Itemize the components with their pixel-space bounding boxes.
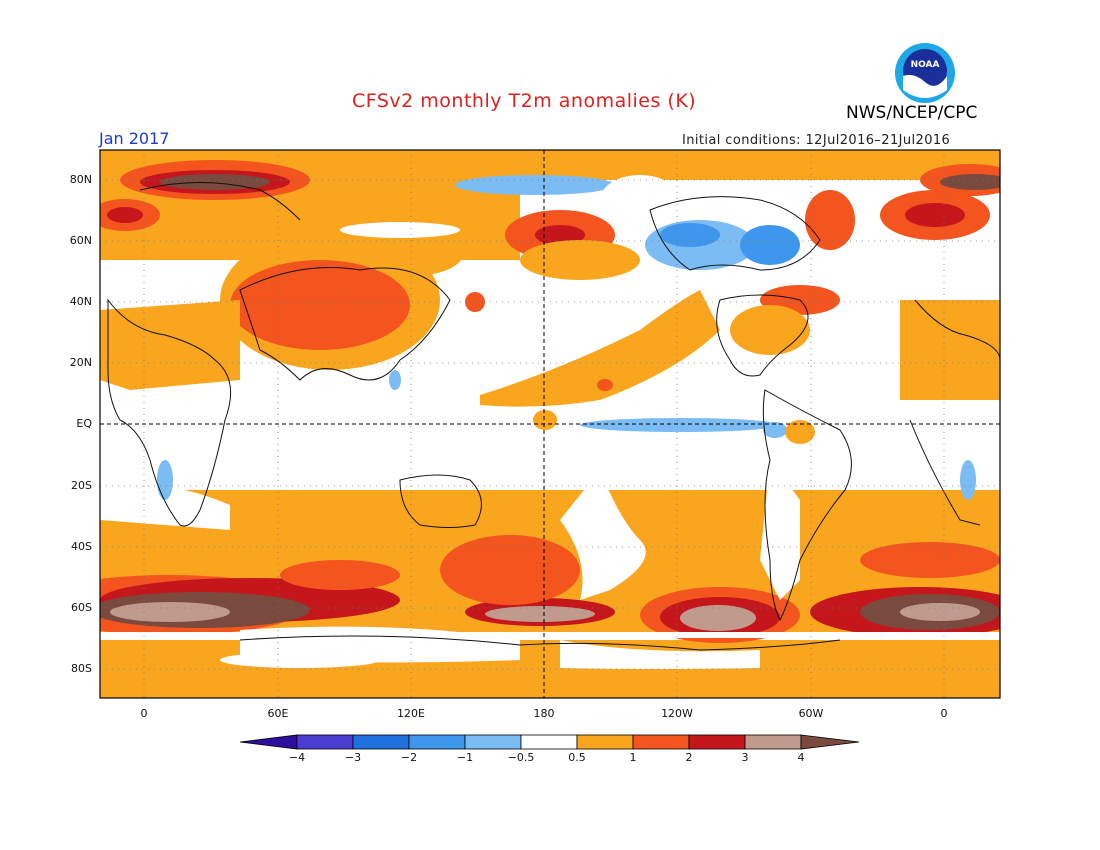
lat-label: 60N	[69, 234, 92, 247]
colorbar-swatch	[296, 734, 354, 750]
colorbar-swatch	[632, 734, 690, 750]
initial-conditions: Initial conditions: 12Jul2016–21Jul2016	[682, 133, 951, 148]
colorbar-arrow-high	[800, 734, 860, 750]
chart-title: CFSv2 monthly T2m anomalies (K)	[352, 90, 697, 112]
colorbar-label: 4	[797, 751, 805, 764]
coastlines	[107, 182, 1000, 651]
colorbar-label: 0.5	[568, 751, 586, 764]
colorbar-label: −3	[344, 751, 362, 764]
colorbar-label: 3	[741, 751, 749, 764]
colorbar-label: −0.5	[507, 751, 535, 764]
colorbar-label: −2	[400, 751, 418, 764]
colorbar-label: −4	[288, 751, 306, 764]
colorbar-swatch	[688, 734, 746, 750]
lat-label: 20N	[69, 356, 92, 369]
lon-label: 180	[533, 707, 555, 720]
colorbar-label: 2	[685, 751, 693, 764]
colorbar-label: −1	[456, 751, 474, 764]
logo-text: NOAA	[911, 60, 940, 70]
lat-label: EQ	[76, 417, 92, 430]
lat-label: 80N	[69, 173, 92, 186]
colorbar-swatch	[408, 734, 466, 750]
reference-lines	[100, 150, 1000, 698]
map-frame	[99, 149, 1001, 699]
lat-label: 80S	[71, 662, 92, 675]
colorbar-swatch	[744, 734, 802, 750]
lat-label: 40S	[71, 540, 92, 553]
colorbar-swatch	[520, 734, 578, 750]
agency-label: NWS/NCEP/CPC	[846, 103, 978, 123]
forecast-month: Jan 2017	[99, 129, 170, 148]
southern-ocean-anomaly	[100, 460, 1000, 698]
colorbar-swatch	[576, 734, 634, 750]
colorbar-swatch	[352, 734, 410, 750]
lon-label: 60E	[267, 707, 289, 720]
lat-label: 60S	[71, 601, 92, 614]
colorbar-label: 1	[629, 751, 637, 764]
lon-label: 0	[140, 707, 148, 720]
noaa-logo-icon: NOAA	[895, 43, 955, 103]
lon-label: 120W	[661, 707, 693, 720]
colorbar	[239, 734, 860, 750]
northern-anomaly	[100, 150, 1000, 500]
lon-label: 120E	[397, 707, 425, 720]
graticule	[100, 150, 1000, 698]
colorbar-swatch	[464, 734, 522, 750]
lat-label: 20S	[71, 479, 92, 492]
lat-label: 40N	[69, 295, 92, 308]
lon-label: 0	[940, 707, 948, 720]
colorbar-arrow-low	[239, 734, 298, 750]
lon-label: 60W	[798, 707, 824, 720]
